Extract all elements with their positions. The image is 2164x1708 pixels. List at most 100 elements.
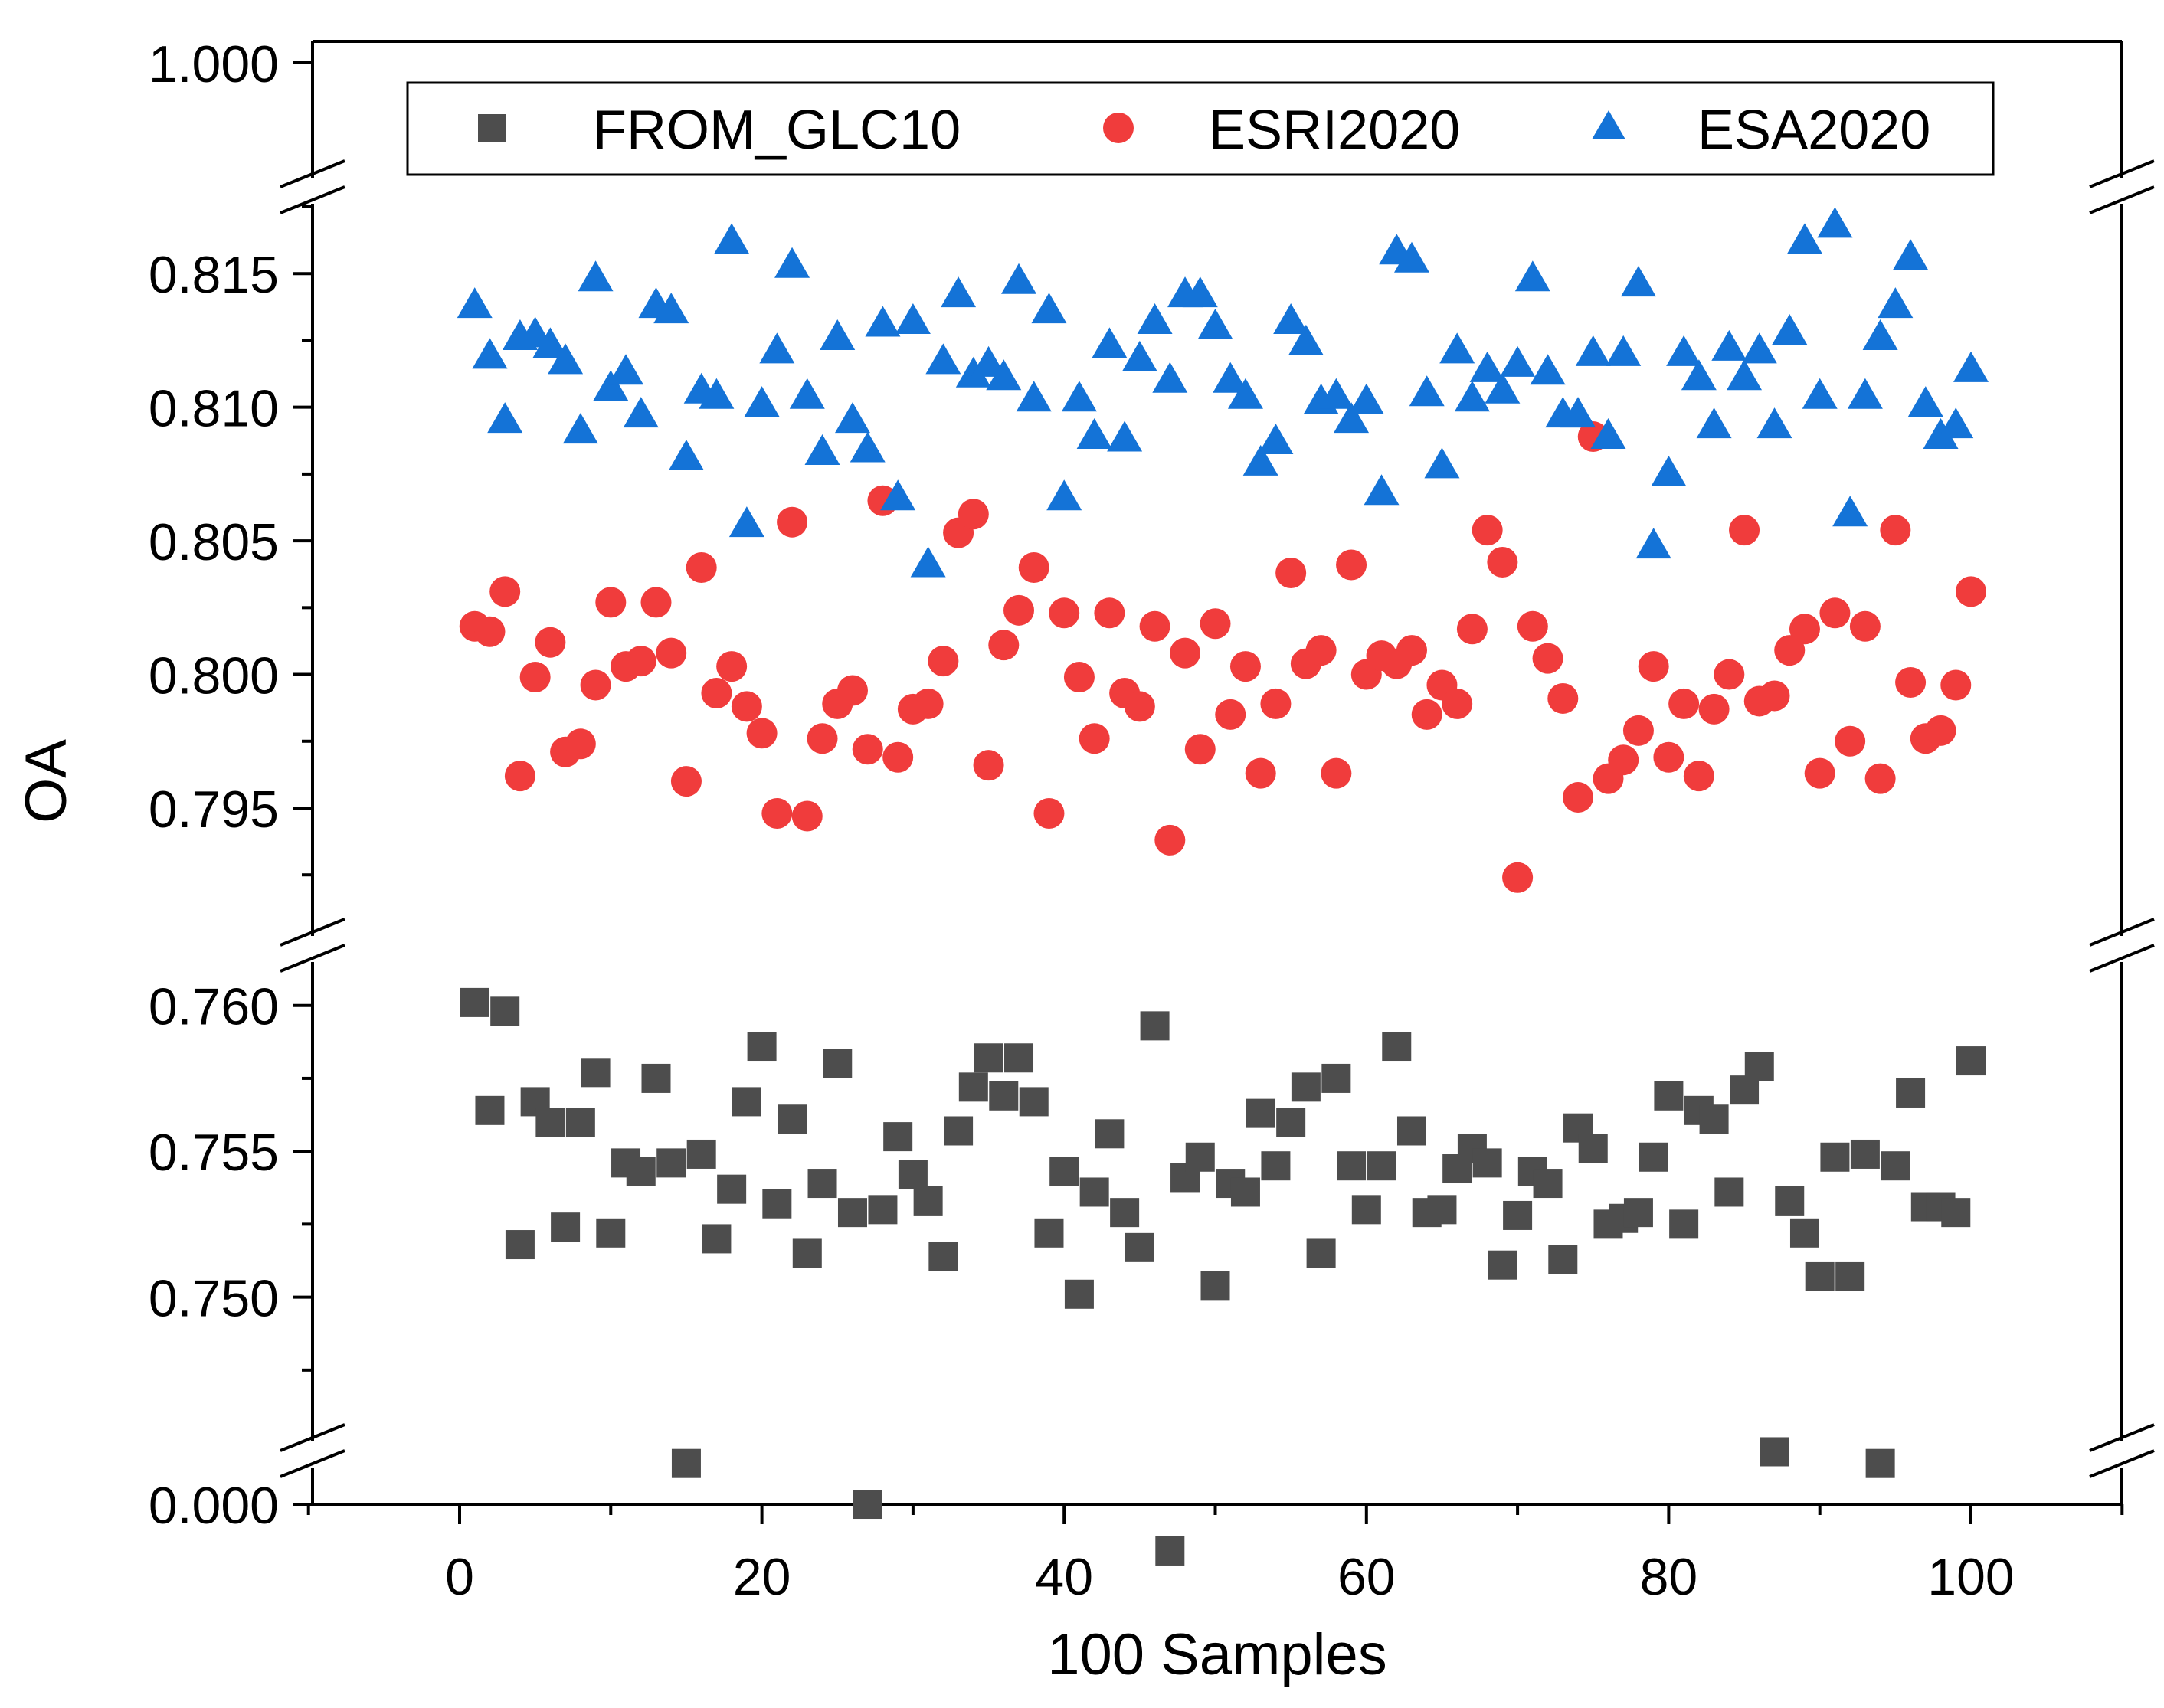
data-point-triangle xyxy=(1182,276,1218,308)
data-point-triangle xyxy=(1318,378,1354,409)
data-point-square xyxy=(460,987,489,1017)
y-axis: 1.000 0.795 0.800 0.805 0.810 0.815 0.750 0.755… xyxy=(149,35,313,1535)
data-point-triangle xyxy=(1817,207,1853,238)
data-point-triangle xyxy=(1862,319,1898,350)
data-point-circle xyxy=(1547,682,1579,714)
data-point-triangle xyxy=(562,413,598,444)
data-point-circle xyxy=(1170,637,1201,669)
data-point-square xyxy=(778,1104,807,1134)
x-tick-label: 60 xyxy=(1337,1548,1396,1606)
data-point-triangle xyxy=(1016,381,1052,412)
data-point-triangle xyxy=(548,343,584,375)
data-point-square xyxy=(1291,1072,1321,1102)
legend-marker-triangle xyxy=(1592,110,1625,139)
data-point-circle xyxy=(1245,757,1276,789)
x-tick-label: 80 xyxy=(1640,1548,1698,1606)
data-point-triangle xyxy=(1334,402,1370,434)
data-point-triangle xyxy=(1197,309,1233,339)
data-point-circle xyxy=(1305,635,1337,666)
data-point-square xyxy=(792,1238,822,1268)
data-point-circle xyxy=(1502,862,1534,893)
data-point-triangle xyxy=(472,338,508,369)
data-point-circle xyxy=(625,646,656,677)
data-point-circle xyxy=(1124,691,1155,722)
data-point-circle xyxy=(1229,651,1261,682)
data-point-triangle xyxy=(1590,418,1626,450)
data-point-triangle xyxy=(804,434,840,465)
data-point-triangle xyxy=(941,276,977,308)
data-point-circle xyxy=(686,552,717,583)
data-point-circle xyxy=(1321,757,1352,789)
data-point-square xyxy=(1367,1151,1396,1181)
y-axis-title: OA xyxy=(14,739,79,823)
data-point-square xyxy=(1744,1052,1774,1081)
data-point-triangle xyxy=(1242,444,1278,476)
data-point-triangle xyxy=(487,402,523,434)
legend-marker-square xyxy=(478,114,506,142)
data-point-circle xyxy=(807,723,838,754)
data-point-circle xyxy=(1804,757,1835,789)
data-point-square xyxy=(671,1448,701,1478)
data-point-triangle xyxy=(925,343,961,375)
data-point-square xyxy=(1064,1279,1094,1309)
data-point-triangle xyxy=(1469,351,1505,382)
data-point-triangle xyxy=(1953,351,1989,382)
data-point-triangle xyxy=(1001,263,1037,294)
data-point-triangle xyxy=(1288,324,1324,355)
data-point-square xyxy=(1820,1142,1850,1172)
data-point-circle xyxy=(882,741,914,773)
data-point-square xyxy=(490,996,520,1026)
data-point-triangle xyxy=(1439,332,1475,364)
data-point-square xyxy=(1427,1195,1457,1225)
data-point-square xyxy=(1639,1142,1668,1172)
data-point-triangle xyxy=(1756,407,1792,439)
data-point-square xyxy=(1760,1437,1789,1467)
data-point-square xyxy=(958,1072,988,1102)
data-point-circle xyxy=(1729,515,1760,546)
y-tick-label: 1.000 xyxy=(149,35,279,93)
legend: FROM_GLC10 ESRI2020 ESA2020 xyxy=(406,81,1995,176)
data-point-triangle xyxy=(1786,223,1822,254)
data-point-square xyxy=(1306,1238,1336,1268)
legend-box xyxy=(406,81,1995,176)
x-tick-label: 20 xyxy=(733,1548,791,1606)
data-point-triangle xyxy=(1273,303,1309,335)
data-point-triangle xyxy=(1907,386,1943,417)
data-point-circle xyxy=(535,627,566,658)
data-point-circle xyxy=(836,675,868,706)
data-point-circle xyxy=(1925,715,1956,746)
data-point-triangle xyxy=(1121,340,1157,371)
data-point-triangle xyxy=(986,359,1022,391)
data-point-triangle xyxy=(1424,447,1460,479)
data-point-square xyxy=(1775,1186,1805,1216)
data-point-square xyxy=(989,1081,1019,1111)
data-point-triangle xyxy=(1727,359,1763,391)
break-mark xyxy=(2089,1449,2155,1478)
data-point-square xyxy=(475,1095,505,1125)
data-point-triangle xyxy=(1832,496,1868,527)
data-point-square xyxy=(1095,1119,1125,1149)
data-point-square xyxy=(1185,1142,1215,1172)
legend-label-from-glc10: FROM_GLC10 xyxy=(593,100,961,161)
data-point-square xyxy=(1034,1218,1064,1248)
data-point-triangle xyxy=(1485,372,1521,404)
data-point-triangle xyxy=(1560,397,1596,428)
data-point-circle xyxy=(1835,725,1866,757)
data-point-circle xyxy=(1336,549,1367,581)
data-point-triangle xyxy=(1923,418,1959,450)
y-tick-label: 0.795 xyxy=(149,780,279,839)
data-point-triangle xyxy=(1772,313,1808,345)
data-point-square xyxy=(1881,1151,1910,1181)
data-point-triangle xyxy=(1847,378,1883,409)
data-point-square xyxy=(1200,1271,1230,1301)
data-point-circle xyxy=(716,651,748,682)
data-point-square xyxy=(837,1198,867,1228)
data-point-square xyxy=(1896,1078,1926,1108)
data-point-square xyxy=(1472,1148,1502,1178)
data-point-triangle xyxy=(728,506,764,538)
data-point-circle xyxy=(1094,597,1125,629)
data-point-square xyxy=(747,1032,777,1062)
data-point-circle xyxy=(519,662,551,693)
data-point-triangle xyxy=(1393,241,1429,273)
data-point-circle xyxy=(1668,688,1700,719)
